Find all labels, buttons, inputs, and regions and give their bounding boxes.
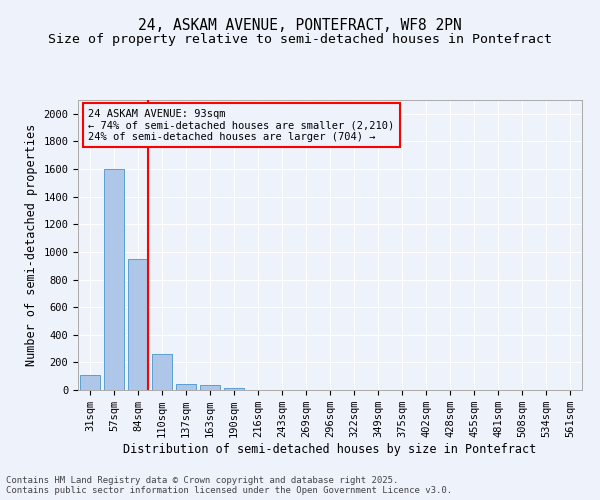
Text: Contains HM Land Registry data © Crown copyright and database right 2025.
Contai: Contains HM Land Registry data © Crown c… — [6, 476, 452, 495]
Text: Size of property relative to semi-detached houses in Pontefract: Size of property relative to semi-detach… — [48, 32, 552, 46]
Text: 24 ASKAM AVENUE: 93sqm
← 74% of semi-detached houses are smaller (2,210)
24% of : 24 ASKAM AVENUE: 93sqm ← 74% of semi-det… — [88, 108, 394, 142]
Bar — [200, 385, 220, 390]
Bar — [152, 354, 172, 390]
X-axis label: Distribution of semi-detached houses by size in Pontefract: Distribution of semi-detached houses by … — [124, 443, 536, 456]
Text: 24, ASKAM AVENUE, PONTEFRACT, WF8 2PN: 24, ASKAM AVENUE, PONTEFRACT, WF8 2PN — [138, 18, 462, 32]
Bar — [128, 259, 148, 390]
Bar — [224, 388, 244, 390]
Y-axis label: Number of semi-detached properties: Number of semi-detached properties — [25, 124, 38, 366]
Bar — [176, 384, 196, 390]
Bar — [80, 375, 100, 390]
Bar — [104, 169, 124, 390]
